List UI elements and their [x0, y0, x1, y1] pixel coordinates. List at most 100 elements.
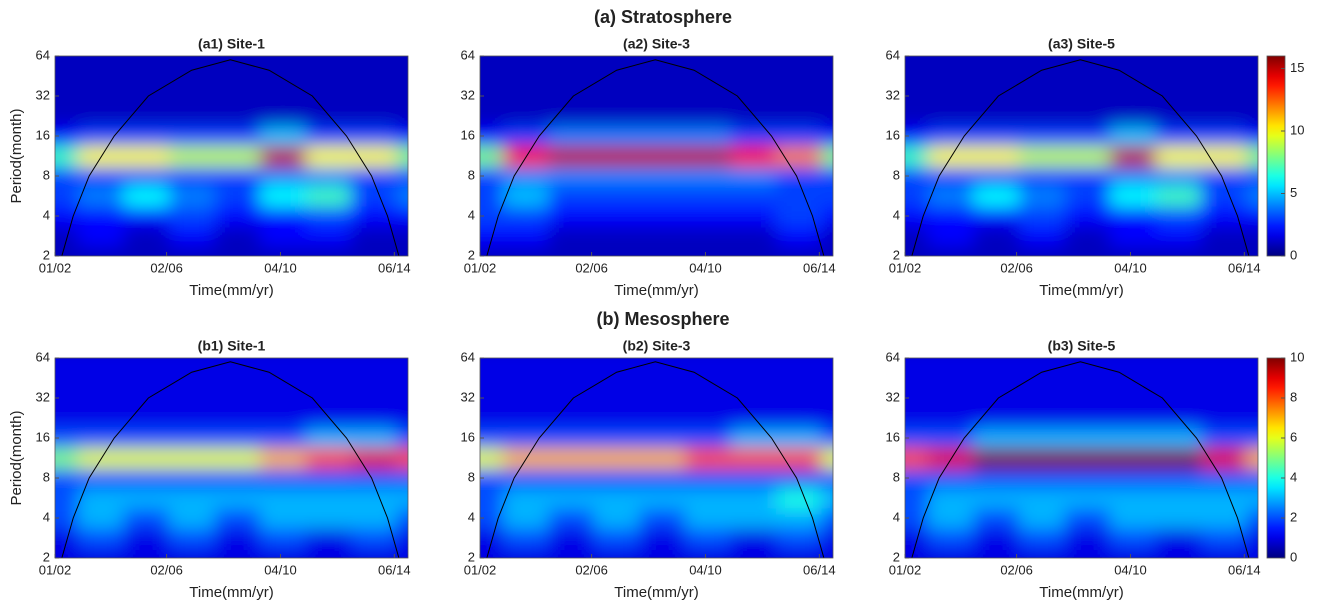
heat-cell	[821, 225, 833, 247]
heat-cell	[548, 225, 595, 247]
heat-cell	[1201, 56, 1248, 67]
heat-cell	[776, 56, 823, 67]
heat-cell	[168, 206, 215, 227]
heat-cell	[305, 206, 352, 227]
heat-cell	[1109, 548, 1157, 558]
heat-cell	[305, 65, 352, 87]
x-tick-label: 01/02	[464, 562, 497, 577]
heat-cell	[259, 358, 307, 369]
heat-cell	[776, 106, 823, 127]
heat-cell	[1155, 527, 1202, 549]
heat-cell	[593, 166, 640, 187]
heat-cell	[259, 428, 307, 449]
heat-cell	[123, 65, 170, 87]
heat-cell	[684, 428, 732, 449]
heat-cell	[1018, 428, 1065, 449]
heat-cell	[821, 56, 833, 67]
heat-cell	[821, 487, 833, 509]
heat-cell	[168, 448, 215, 469]
x-tick-label: 04/10	[689, 260, 722, 275]
heatmap	[55, 56, 408, 256]
heat-cell	[259, 225, 307, 247]
heat-cell	[927, 185, 974, 207]
heat-cell	[821, 126, 833, 147]
heat-cell	[259, 508, 307, 529]
x-axis-label: Time(mm/yr)	[1039, 282, 1123, 299]
heat-cell	[1064, 487, 1111, 509]
heat-cell	[1064, 146, 1111, 167]
heat-cell	[905, 126, 929, 147]
heat-cell	[305, 548, 352, 558]
y-tick-label: 4	[893, 207, 900, 222]
heat-cell	[77, 527, 124, 549]
heat-cell	[396, 527, 408, 549]
heat-cell	[214, 166, 261, 187]
heat-cell	[1109, 86, 1157, 107]
heatmap-cells	[480, 56, 833, 256]
heat-cell	[1018, 246, 1065, 256]
heat-cell	[684, 468, 732, 489]
heat-cell	[396, 185, 408, 207]
heat-cell	[639, 225, 686, 247]
heat-cell	[1109, 225, 1157, 247]
heat-cell	[730, 225, 777, 247]
heat-cell	[1018, 548, 1065, 558]
colorbar-tick-label: 4	[1290, 469, 1297, 484]
heat-cell	[1155, 225, 1202, 247]
heat-cell	[351, 56, 398, 67]
heat-cell	[214, 225, 261, 247]
heat-cell	[905, 358, 929, 369]
heat-cell	[1246, 225, 1258, 247]
heat-cell	[168, 367, 215, 389]
heat-cell	[77, 367, 124, 389]
colorbar	[1266, 357, 1286, 559]
heat-cell	[730, 548, 777, 558]
heat-cell	[1109, 508, 1157, 529]
heat-cell	[1018, 146, 1065, 167]
heat-cell	[502, 56, 549, 67]
y-tick-label: 8	[468, 469, 475, 484]
heat-cell	[684, 185, 732, 207]
heat-cell	[1201, 548, 1248, 558]
heat-cell	[821, 166, 833, 187]
heat-cell	[684, 388, 732, 409]
x-axis-label: Time(mm/yr)	[189, 282, 273, 299]
heat-cell	[973, 358, 1020, 369]
heat-cell	[55, 487, 79, 509]
heat-cell	[502, 246, 549, 256]
section-heading: (a) Stratosphere	[594, 7, 732, 27]
heat-cell	[905, 106, 929, 127]
heat-cell	[927, 206, 974, 227]
heat-cell	[730, 468, 777, 489]
heatmap	[905, 56, 1258, 256]
y-tick-label: 16	[461, 127, 475, 142]
heat-cell	[593, 428, 640, 449]
heat-cell	[123, 548, 170, 558]
heat-cell	[259, 367, 307, 389]
heat-cell	[77, 246, 124, 256]
heat-cell	[776, 388, 823, 409]
heat-cell	[821, 185, 833, 207]
heat-cell	[305, 185, 352, 207]
heat-cell	[351, 225, 398, 247]
heat-cell	[168, 56, 215, 67]
heat-cell	[168, 166, 215, 187]
heat-cell	[639, 388, 686, 409]
heat-cell	[973, 367, 1020, 389]
heat-cell	[548, 358, 595, 369]
heat-cell	[1018, 527, 1065, 549]
heat-cell	[776, 225, 823, 247]
heatmap	[480, 56, 833, 256]
heat-cell	[259, 86, 307, 107]
heat-cell	[684, 206, 732, 227]
heat-cell	[396, 65, 408, 87]
colorbar	[1266, 55, 1286, 257]
plot-frame	[54, 357, 409, 559]
heat-cell	[305, 527, 352, 549]
heat-cell	[1109, 487, 1157, 509]
heat-cell	[593, 408, 640, 429]
heat-cell	[259, 206, 307, 227]
heat-cell	[351, 65, 398, 87]
heat-cell	[502, 367, 549, 389]
heat-cell	[123, 126, 170, 147]
